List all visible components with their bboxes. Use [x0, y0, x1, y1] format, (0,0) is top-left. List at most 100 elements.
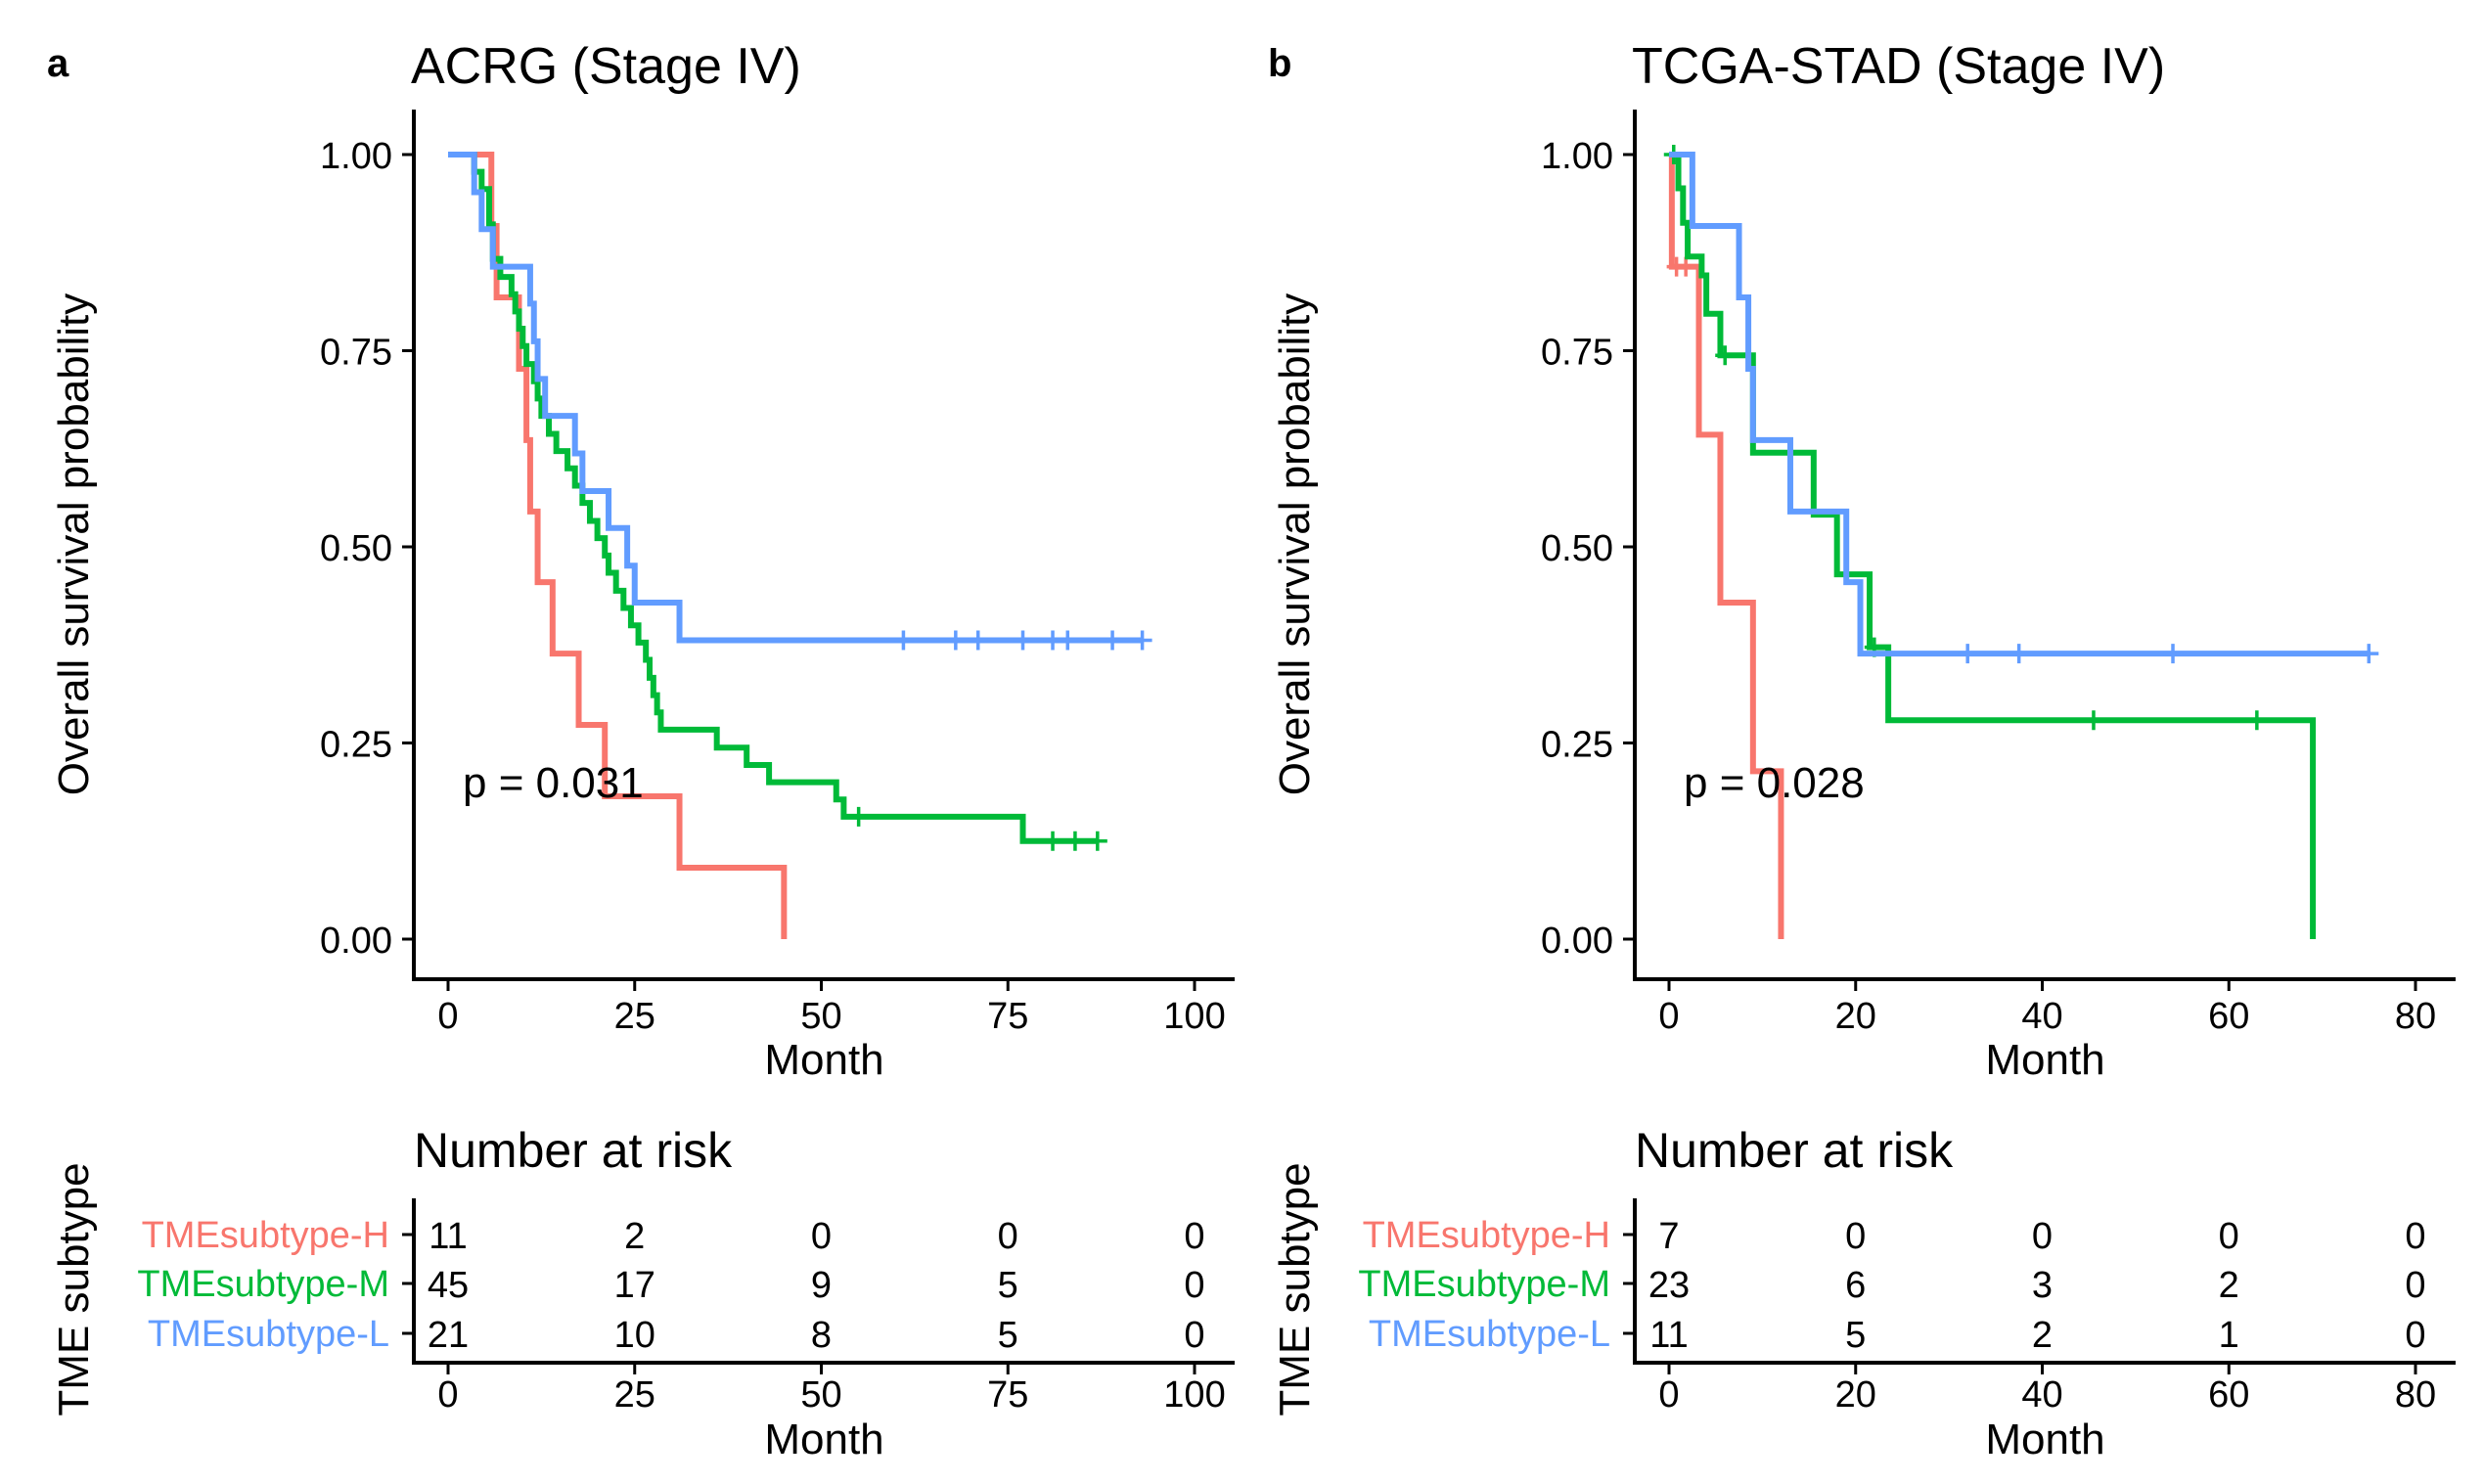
risk-count: 0	[998, 1216, 1018, 1257]
km-curve-l	[448, 152, 1143, 644]
risk-count: 6	[1845, 1265, 1866, 1306]
x-tick-label: 25	[614, 996, 655, 1037]
risk-count: 0	[2405, 1265, 2425, 1306]
risk-count: 8	[811, 1315, 832, 1356]
censor-mark	[1087, 831, 1107, 851]
censor-mark	[2163, 644, 2184, 664]
y-tick-label: 0.00	[320, 921, 392, 962]
x-tick-label: 20	[1835, 996, 1876, 1037]
y-tick-label: 1.00	[1541, 136, 1613, 177]
risk-count: 0	[2032, 1216, 2053, 1257]
censor-mark	[2009, 644, 2029, 664]
risk-x-tick-label: 40	[2021, 1374, 2062, 1416]
risk-x-tick-label: 100	[1163, 1374, 1225, 1416]
censor-mark	[1043, 831, 1063, 851]
risk-count: 5	[998, 1315, 1018, 1356]
p-value-label: p = 0.028	[1684, 759, 1865, 807]
risk-table-title: Number at risk	[1635, 1123, 1954, 1178]
risk-count: 2	[2219, 1265, 2239, 1306]
y-tick-label: 0.50	[1541, 528, 1613, 569]
x-tick-label: 0	[437, 996, 458, 1037]
risk-row-label: TMEsubtype-H	[1363, 1215, 1610, 1256]
y-tick-label: 0.00	[1541, 921, 1613, 962]
risk-x-tick-label: 0	[437, 1374, 458, 1416]
risk-x-axis-title: Month	[764, 1416, 883, 1463]
censor-mark	[1064, 831, 1085, 851]
risk-count: 17	[614, 1265, 655, 1306]
y-tick-label: 1.00	[320, 136, 392, 177]
censor-mark	[1715, 345, 1736, 366]
risk-count: 1	[2219, 1315, 2239, 1356]
censor-mark	[1676, 256, 1696, 277]
chart-title: ACRG (Stage IV)	[411, 38, 801, 95]
y-tick-label: 0.25	[320, 725, 392, 766]
km-curve-h	[448, 152, 788, 939]
censor-mark	[1013, 630, 1033, 651]
censor-mark	[848, 806, 869, 827]
risk-count: 3	[2032, 1265, 2053, 1306]
km-curve-h	[1668, 152, 1784, 939]
km-curve-m	[448, 152, 1098, 844]
y-axis-title: Overall survival probability	[1271, 293, 1319, 796]
risk-count: 21	[428, 1315, 469, 1356]
risk-count: 5	[998, 1265, 1018, 1306]
censor-mark	[893, 630, 914, 651]
y-tick-label: 0.75	[1541, 333, 1613, 374]
risk-count: 0	[2405, 1315, 2425, 1356]
x-tick-label: 75	[987, 996, 1028, 1037]
risk-row-label: TMEsubtype-M	[1358, 1264, 1610, 1305]
y-tick-label: 0.25	[1541, 725, 1613, 766]
censor-mark	[945, 630, 966, 651]
risk-count: 0	[1184, 1315, 1204, 1356]
risk-x-axis-title: Month	[1985, 1416, 2104, 1463]
km-curve-m	[1669, 152, 2317, 939]
risk-x-tick-label: 80	[2395, 1374, 2436, 1416]
panel-label: b	[1268, 42, 1291, 85]
risk-count: 2	[2032, 1315, 2053, 1356]
x-tick-label: 60	[2208, 996, 2249, 1037]
censor-mark	[968, 630, 988, 651]
y-axis-title: Overall survival probability	[50, 293, 98, 796]
km-curve-l	[1669, 152, 2370, 657]
risk-count: 0	[2219, 1216, 2239, 1257]
risk-x-tick-label: 60	[2208, 1374, 2249, 1416]
risk-x-tick-label: 50	[800, 1374, 841, 1416]
risk-y-axis-title: TME subtype	[50, 1162, 98, 1416]
risk-count: 0	[811, 1216, 832, 1257]
x-tick-label: 40	[2021, 996, 2062, 1037]
y-tick-label: 0.50	[320, 528, 392, 569]
y-tick-label: 0.75	[320, 333, 392, 374]
censor-mark	[1132, 630, 1152, 651]
censor-mark	[2083, 710, 2103, 731]
risk-x-tick-label: 75	[987, 1374, 1028, 1416]
x-tick-label: 100	[1163, 996, 1225, 1037]
risk-row-label: TMEsubtype-M	[137, 1264, 389, 1305]
censor-mark	[2246, 710, 2267, 731]
risk-count: 7	[1658, 1216, 1679, 1257]
risk-count: 45	[428, 1265, 469, 1306]
risk-count: 0	[1845, 1216, 1866, 1257]
censor-mark	[1958, 644, 1978, 664]
risk-count: 0	[1184, 1216, 1204, 1257]
risk-x-tick-label: 0	[1658, 1374, 1679, 1416]
risk-count: 23	[1648, 1265, 1690, 1306]
risk-x-tick-label: 25	[614, 1374, 655, 1416]
risk-x-tick-label: 20	[1835, 1374, 1876, 1416]
risk-count: 5	[1845, 1315, 1866, 1356]
risk-count: 10	[614, 1315, 655, 1356]
risk-count: 9	[811, 1265, 832, 1306]
x-tick-label: 0	[1658, 996, 1679, 1037]
censor-mark	[1103, 630, 1123, 651]
panel-label: a	[47, 42, 69, 85]
x-tick-label: 80	[2395, 996, 2436, 1037]
risk-y-axis-title: TME subtype	[1271, 1162, 1319, 1416]
risk-row-label: TMEsubtype-H	[142, 1215, 389, 1256]
p-value-label: p = 0.031	[463, 759, 644, 807]
risk-row-label: TMEsubtype-L	[1369, 1314, 1610, 1355]
x-axis-title: Month	[1985, 1036, 2104, 1084]
risk-count: 0	[1184, 1265, 1204, 1306]
x-tick-label: 50	[800, 996, 841, 1037]
risk-count: 0	[2405, 1216, 2425, 1257]
chart-title: TCGA-STAD (Stage IV)	[1632, 38, 2165, 95]
